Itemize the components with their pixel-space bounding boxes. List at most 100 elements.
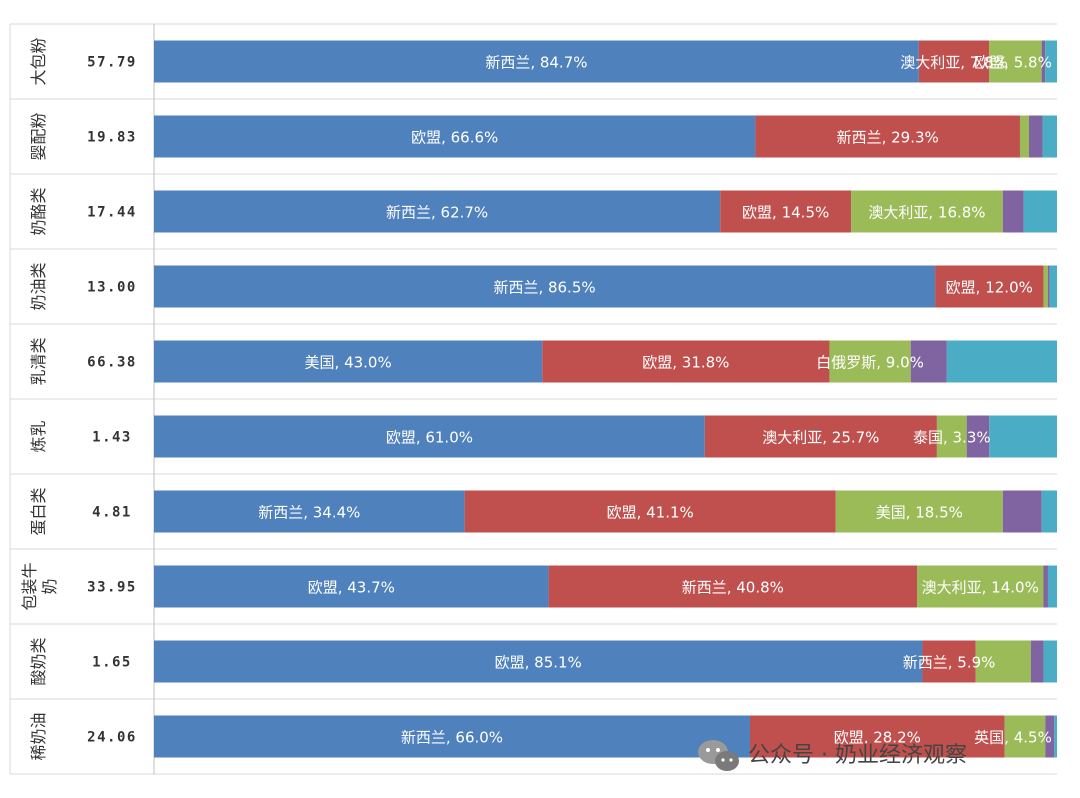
segment-data-label: 新西兰, 40.8%: [682, 579, 784, 597]
segment-data-label: 欧盟, 61.0%: [386, 429, 473, 447]
value-label: 66.38: [87, 355, 137, 371]
bar-segment: [154, 190, 721, 233]
bar-segment: [1045, 40, 1057, 83]
category-label: 蛋白类: [29, 487, 48, 535]
value-label: 17.44: [87, 205, 137, 221]
value-label: 13.00: [87, 280, 137, 296]
bar-segment: [918, 40, 990, 83]
bar-segment: [1023, 190, 1057, 233]
bar-segment: [154, 115, 756, 158]
category-label: 乳清类: [29, 337, 48, 385]
segment-data-label: 澳大利亚, 7.8%: [900, 54, 1008, 72]
value-label: 24.06: [87, 730, 137, 746]
bar-segment: [154, 340, 543, 383]
bar-segment: [975, 640, 1031, 683]
value-label: 57.79: [87, 55, 137, 71]
bar-segment: [1004, 715, 1046, 758]
segment-data-label: 欧盟, 14.5%: [742, 204, 829, 222]
segment-data-label: 欧盟, 43.7%: [308, 579, 395, 597]
bar-segment: [1002, 490, 1042, 533]
bar-segment: [989, 40, 1042, 83]
segment-data-label: 英国, 4.5%: [974, 729, 1052, 747]
bar-segment: [1047, 265, 1050, 308]
bar-segment: [851, 190, 1003, 233]
value-label: 4.81: [92, 505, 132, 521]
segment-data-label: 新西兰, 29.3%: [837, 129, 939, 147]
segment-data-label: 美国, 43.0%: [305, 354, 392, 372]
segment-data-label: 欧盟, 28.2%: [834, 729, 921, 747]
bar-segment: [720, 190, 852, 233]
category-label: 稀奶油: [29, 712, 48, 760]
bar-segment: [548, 565, 918, 608]
bar-segment: [910, 340, 947, 383]
watermark: 公众号 · 奶业经济观察: [698, 740, 967, 771]
bar-segment: [154, 490, 465, 533]
bar-segment: [154, 715, 750, 758]
bar-segment: [922, 640, 976, 683]
bar-segment: [1047, 565, 1057, 608]
bar-segment: [1002, 190, 1024, 233]
segment-data-label: 新西兰, 84.7%: [485, 54, 587, 72]
segment-data-label: 新西兰, 62.7%: [386, 204, 488, 222]
bar-segment: [1045, 715, 1055, 758]
segment-data-label: 澳大利亚, 14.0%: [922, 579, 1039, 597]
bar-segment: [749, 715, 1005, 758]
bar-segment: [1043, 640, 1057, 683]
bar-segment: [835, 490, 1003, 533]
wechat-icon: [698, 740, 739, 771]
bars-layer: [154, 40, 1057, 758]
segment-data-label: 白俄罗斯, 9.0%: [816, 354, 924, 372]
bar-segment: [1042, 115, 1057, 158]
bar-segment: [989, 415, 1057, 458]
category-label: 婴配粉: [29, 112, 48, 160]
bar-segment: [755, 115, 1020, 158]
watermark-text: 公众号 · 奶业经济观察: [748, 743, 967, 768]
category-label: 包装牛奶: [20, 562, 59, 610]
value-label: 1.65: [92, 655, 132, 671]
bar-segment: [1043, 565, 1048, 608]
segment-data-label: 欧盟, 31.8%: [642, 354, 729, 372]
bar-segment: [966, 415, 990, 458]
segment-data-label: 澳大利亚, 25.7%: [762, 429, 879, 447]
bar-segment: [1041, 40, 1046, 83]
segment-data-label: 欧盟, 5.8%: [974, 54, 1052, 72]
category-label: 奶油类: [29, 262, 48, 310]
value-label: 1.43: [92, 430, 132, 446]
bar-segment: [1041, 490, 1057, 533]
bar-segment: [917, 565, 1044, 608]
segment-data-label: 欧盟, 66.6%: [411, 129, 498, 147]
bar-segment: [542, 340, 830, 383]
bar-segment: [154, 415, 705, 458]
labels-layer: 大包粉 57.79 新西兰, 84.7% 澳大利亚, 7.8%欧盟, 5.8% 婴配粉 1…: [20, 37, 1052, 760]
bar-segment: [935, 265, 1044, 308]
segment-data-label: 欧盟, 41.1%: [607, 504, 694, 522]
bar-segment: [1030, 640, 1044, 683]
bar-segment: [946, 340, 1057, 383]
segment-data-label: 新西兰, 66.0%: [401, 729, 503, 747]
category-label: 大包粉: [29, 37, 48, 85]
bar-segment: [154, 40, 919, 83]
bar-segment: [936, 415, 967, 458]
bar-segment: [1054, 715, 1057, 758]
segment-data-label: 新西兰, 34.4%: [258, 504, 360, 522]
bar-segment: [154, 565, 549, 608]
segment-data-label: 新西兰, 5.9%: [903, 654, 996, 672]
bar-segment: [1029, 115, 1043, 158]
bar-segment: [464, 490, 836, 533]
bar-segment: [154, 640, 923, 683]
segment-data-label: 欧盟, 12.0%: [946, 279, 1033, 297]
bar-segment: [1049, 265, 1057, 308]
category-label: 酸奶类: [29, 637, 48, 685]
bar-segment: [1019, 115, 1030, 158]
category-label: 炼乳: [29, 420, 48, 452]
value-label: 19.83: [87, 130, 137, 146]
segment-data-label: 欧盟, 85.1%: [495, 654, 582, 672]
bar-segment: [829, 340, 911, 383]
bar-segment: [1043, 265, 1048, 308]
segment-data-label: 澳大利亚, 16.8%: [868, 204, 985, 222]
segment-data-label: 新西兰, 86.5%: [493, 279, 595, 297]
value-label: 33.95: [87, 580, 137, 596]
bar-segment: [154, 265, 936, 308]
